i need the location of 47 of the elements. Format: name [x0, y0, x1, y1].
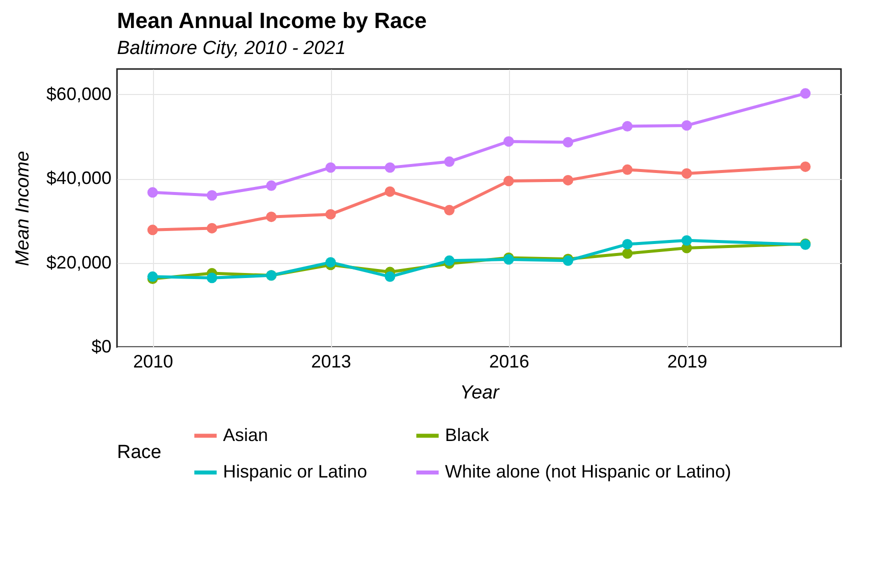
- x-tick-label: 2010: [133, 352, 174, 372]
- y-tick-label: $20,000: [46, 252, 112, 272]
- y-tick-label: $60,000: [46, 84, 112, 104]
- point: [266, 212, 277, 222]
- point: [206, 190, 218, 201]
- x-tick-label: 2013: [311, 352, 352, 372]
- point: [800, 88, 811, 99]
- point: [206, 222, 218, 234]
- point: [562, 137, 574, 148]
- point: [266, 180, 277, 191]
- chart-subtitle: Baltimore City, 2010 - 2021: [117, 38, 346, 59]
- point: [444, 255, 455, 266]
- point: [384, 162, 396, 173]
- y-tick-label: $0: [91, 336, 112, 356]
- y-tick-label: $40,000: [46, 168, 112, 188]
- point: [325, 162, 336, 173]
- point: [147, 187, 158, 198]
- legend-title: Race: [117, 442, 162, 463]
- x-axis-title: Year: [460, 382, 500, 404]
- point: [622, 121, 633, 132]
- point: [444, 204, 455, 216]
- point: [681, 168, 692, 179]
- point: [800, 161, 811, 172]
- x-tick-label: 2016: [489, 352, 530, 372]
- legend-label: White alone (not Hispanic or Latino): [445, 462, 732, 482]
- point: [503, 176, 514, 186]
- point: [384, 271, 396, 282]
- point: [325, 209, 336, 220]
- point: [562, 174, 574, 186]
- chart-title: Mean Annual Income by Race: [117, 8, 427, 33]
- point: [206, 272, 218, 284]
- legend-label: Asian: [223, 424, 268, 445]
- point: [622, 238, 633, 250]
- x-tick-label: 2019: [667, 352, 708, 372]
- point: [681, 235, 692, 246]
- point: [622, 164, 633, 175]
- point: [681, 120, 692, 131]
- point: [622, 248, 633, 259]
- y-axis-title: Mean Income: [12, 150, 34, 266]
- point: [503, 136, 514, 147]
- legend-label: Hispanic or Latino: [223, 462, 368, 482]
- point: [147, 271, 158, 282]
- point: [325, 257, 336, 268]
- point: [147, 224, 158, 236]
- point: [444, 156, 455, 167]
- legend-label: Black: [445, 424, 490, 445]
- point: [384, 186, 396, 197]
